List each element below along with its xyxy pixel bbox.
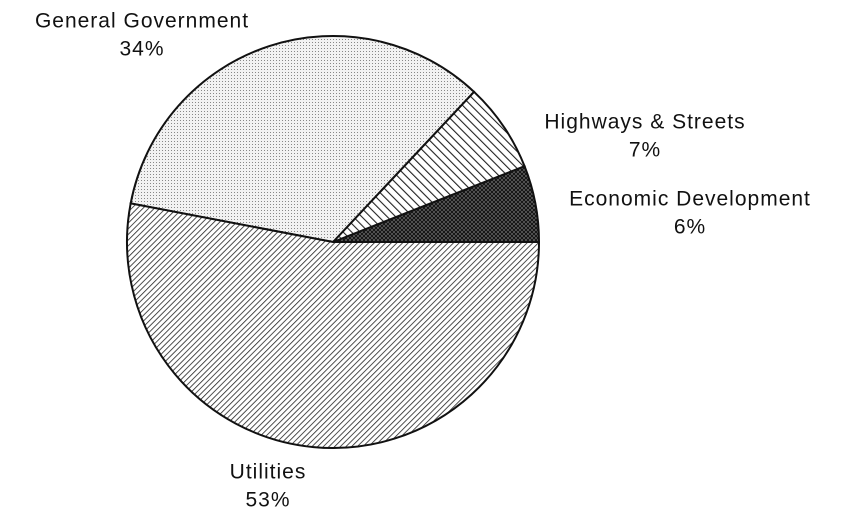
slice-label: Highways & Streets bbox=[544, 111, 745, 134]
slice-label: Utilities bbox=[230, 461, 307, 484]
slice-label: General Government bbox=[35, 10, 249, 33]
slice-value-label: 7% bbox=[629, 139, 661, 162]
slice-value-label: 53% bbox=[245, 489, 290, 512]
pie-slice bbox=[126, 202, 541, 449]
slice-value-label: 6% bbox=[674, 216, 706, 239]
slice-label: Economic Development bbox=[569, 188, 811, 211]
slice-value-label: 34% bbox=[119, 38, 164, 61]
pie-slice bbox=[129, 35, 476, 244]
